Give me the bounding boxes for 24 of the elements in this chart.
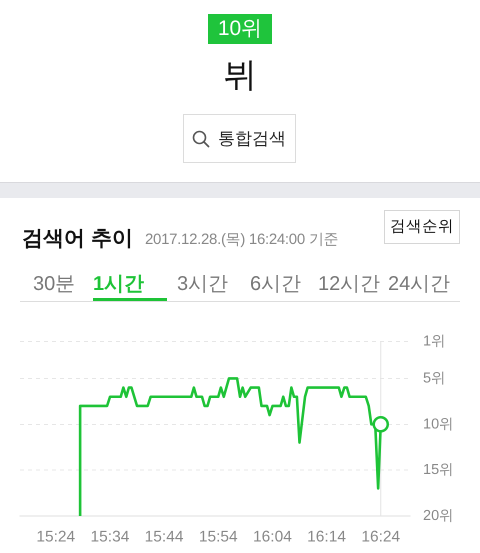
x-tick-label: 16:04 bbox=[253, 528, 292, 546]
chart-title: 검색어 추이 bbox=[22, 226, 133, 252]
text: 30분 bbox=[33, 272, 76, 297]
text: 1시간 bbox=[93, 272, 144, 297]
text: 3시간 bbox=[177, 272, 228, 297]
x-tick-label: 15:24 bbox=[36, 528, 76, 546]
chart-subtitle: 2017.12.28.(목) 16:24:00 기준 bbox=[145, 230, 338, 250]
x-tick-label: 15:54 bbox=[198, 528, 238, 546]
x-tick-label: 16:24 bbox=[361, 528, 401, 546]
x-tick-label: 16:14 bbox=[307, 528, 346, 546]
search-button: 통합검색 bbox=[183, 114, 296, 163]
y-tick-label: 15위 bbox=[423, 462, 454, 478]
text: 6시간 bbox=[250, 272, 302, 297]
y-tick-label: 10위 bbox=[423, 416, 454, 432]
text: 12시간 bbox=[318, 272, 380, 297]
x-tick-label: 15:34 bbox=[90, 528, 130, 546]
text: 24시간 bbox=[388, 272, 450, 297]
y-tick-label: 5위 bbox=[423, 370, 446, 386]
rank-badge: 10위 bbox=[208, 14, 272, 44]
text: 뷔 bbox=[223, 56, 257, 94]
y-tick-label: 1위 bbox=[423, 334, 446, 350]
x-tick-label: 15:44 bbox=[144, 528, 184, 546]
ranking-button: 검색순위 bbox=[384, 210, 460, 244]
y-tick-label: 20위 bbox=[423, 508, 454, 524]
